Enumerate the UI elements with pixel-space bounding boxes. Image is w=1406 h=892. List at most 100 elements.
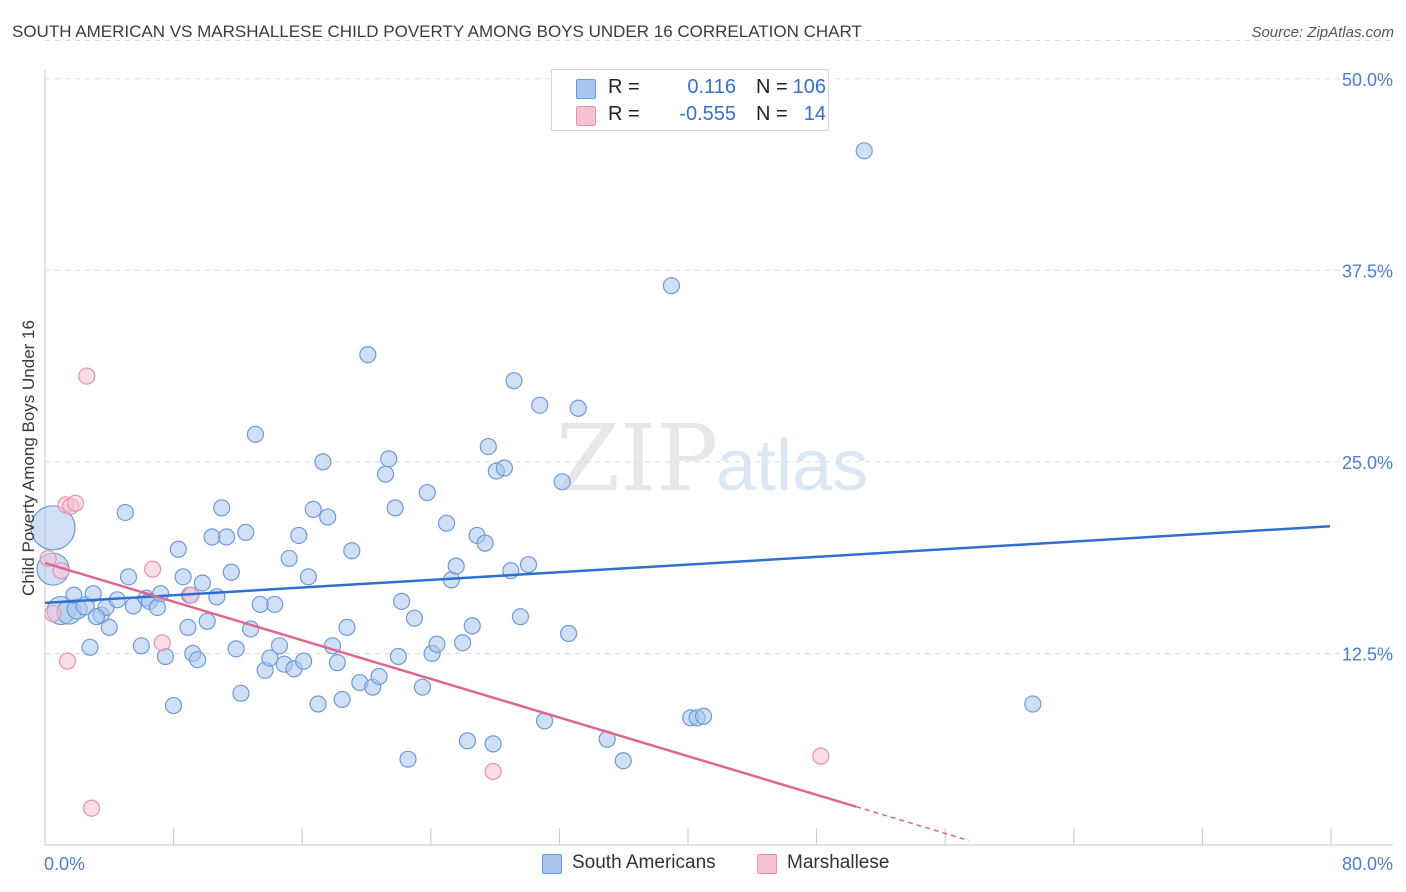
marshallese-point [44, 605, 62, 623]
south-american-point [370, 667, 388, 686]
south-american-point [333, 690, 351, 709]
south-american-point [458, 732, 477, 750]
south-american-point [484, 735, 502, 753]
marshallese-point [484, 762, 502, 781]
south-american-point [392, 592, 411, 610]
south-american-point [213, 499, 231, 517]
legend-swatch-pink [576, 106, 596, 126]
south-american-point [662, 277, 681, 295]
south-american-point [1024, 695, 1042, 713]
south-american-point [119, 568, 138, 586]
south-american-point [437, 514, 456, 532]
south-american-point [246, 425, 265, 443]
south-american-point [505, 372, 523, 390]
marshallese-trend-line-extension [855, 805, 969, 842]
south-american-point [531, 396, 549, 414]
south-american-point [560, 624, 578, 643]
marshallese-trend-line [44, 561, 857, 808]
legend-n-value: 14 [803, 103, 826, 125]
legend-n-label: N = [756, 76, 788, 98]
legend-n-value: 106 [792, 76, 826, 98]
south-american-point [30, 505, 76, 551]
south-american-point [193, 574, 212, 592]
south-american-point [295, 652, 313, 670]
marshallese-point [144, 560, 162, 578]
south-american-point [694, 707, 713, 725]
watermark-zip: ZIP [556, 405, 718, 512]
south-american-point [299, 568, 318, 586]
y-axis-label: Child Poverty Among Boys Under 16 [19, 320, 38, 596]
south-american-point [87, 608, 106, 626]
south-american-point [266, 595, 284, 614]
marshallese-point [82, 799, 101, 817]
south-american-point [116, 503, 134, 522]
series-swatch-pink [757, 854, 777, 874]
correlation-legend: R = 0.116 N = 106 R = -0.555 N = 14 [551, 69, 829, 131]
marshallese-point [58, 652, 77, 670]
south-american-point [386, 499, 404, 517]
south-american-point [251, 595, 269, 614]
source-label: Source: ZipAtlas.com [1251, 24, 1394, 41]
south-american-point [169, 540, 187, 558]
south-american-point [179, 618, 197, 637]
south-american-point [188, 650, 207, 669]
y-tick-label: 37.5% [1342, 261, 1393, 281]
marshallese-point [66, 494, 85, 512]
x-tick-label-min: 0.0% [44, 854, 85, 874]
south-american-point [81, 638, 99, 656]
south-american-point [232, 684, 250, 702]
series-label-marshallese: Marshallese [787, 852, 890, 873]
grid-lines [45, 40, 1393, 654]
south-american-point [376, 465, 395, 483]
marshallese-point [153, 634, 171, 652]
south-american-point [319, 508, 337, 526]
south-american-point [553, 473, 571, 491]
marshallese-point [812, 747, 830, 765]
south-american-trend-line [44, 525, 1331, 605]
south-american-point [359, 346, 377, 364]
south-american-point [84, 585, 102, 603]
watermark: ZIP atlas [556, 405, 868, 512]
south-american-point [100, 618, 118, 637]
south-american-point [217, 528, 236, 546]
south-american-point [447, 557, 465, 575]
data-points [30, 142, 1042, 817]
south-american-point [227, 640, 245, 658]
south-american-point [454, 634, 472, 652]
south-american-point [338, 618, 356, 637]
south-american-point [237, 523, 255, 541]
south-american-point [511, 608, 530, 626]
legend-swatch-blue [576, 79, 596, 99]
south-american-point [174, 568, 192, 586]
south-american-point [222, 563, 240, 581]
y-tick-label: 50.0% [1342, 70, 1393, 90]
legend-n-label: N = [756, 103, 788, 125]
south-american-point [198, 612, 216, 630]
trend-lines [44, 525, 1331, 842]
south-american-point [343, 542, 361, 560]
x-ticks [173, 828, 1332, 845]
series-swatch-blue [542, 854, 562, 874]
south-american-point [328, 654, 346, 672]
marshallese-point [78, 367, 96, 385]
south-american-point [405, 609, 424, 627]
watermark-atlas: atlas [716, 426, 868, 506]
south-american-point [132, 637, 150, 655]
south-american-point [270, 637, 289, 655]
y-tick-label: 12.5% [1342, 644, 1393, 664]
legend-r-value: -0.555 [679, 103, 736, 125]
south-american-point [290, 526, 308, 545]
y-tick-label: 25.0% [1342, 453, 1393, 473]
south-american-point [495, 459, 513, 477]
legend-r-label: R = [608, 76, 640, 98]
y-tick-labels: 12.5% 25.0% 37.5% 50.0% [1342, 70, 1393, 665]
south-american-point [418, 483, 436, 502]
legend-r-value: 0.116 [687, 76, 736, 98]
south-american-point [428, 635, 446, 653]
marshallese-point [39, 549, 57, 568]
south-american-point [479, 437, 497, 456]
legend-r-label: R = [608, 103, 640, 125]
south-american-point [314, 453, 332, 471]
south-american-point [309, 695, 327, 713]
